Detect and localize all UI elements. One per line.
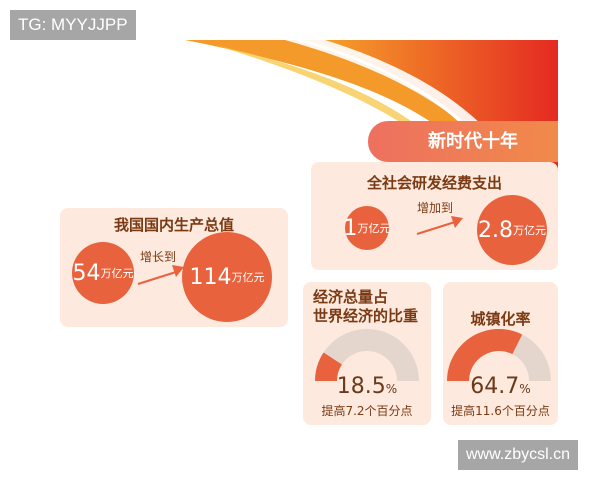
share-gauge-track	[315, 329, 419, 381]
gdp-card: 我国国内生产总值 增长到 54 万亿元 114 万亿元	[60, 208, 288, 327]
gdp-from-unit: 万亿元	[100, 267, 134, 280]
urban-note: 提高11.6个百分点	[451, 404, 550, 418]
share-card: 经济总量占 世界经济的比重 18.5% 提高7.2个百分点	[303, 282, 431, 425]
share-value: 18.5%	[336, 374, 398, 399]
gdp-to-value: 114	[189, 264, 232, 290]
gdp-to-unit: 万亿元	[231, 271, 265, 284]
gdp-to-circle: 114 万亿元	[182, 232, 272, 322]
rd-heading: 全社会研发经费支出	[366, 174, 502, 192]
share-gauge-fill	[315, 352, 342, 381]
gdp-from-value: 54	[72, 260, 101, 286]
watermark-bottom: www.zbycsl.cn	[458, 440, 579, 470]
rd-to-circle: 2.8 万亿元	[477, 195, 547, 265]
urban-value: 64.7%	[470, 374, 531, 399]
arrow-icon	[416, 216, 463, 235]
gdp-verb: 增长到	[140, 250, 177, 264]
urban-gauge-fill	[447, 329, 523, 381]
urban-card: 城镇化率 64.7% 提高11.6个百分点	[443, 282, 558, 425]
title-banner: 新时代十年	[368, 121, 558, 162]
urban-heading: 城镇化率	[470, 310, 531, 328]
rd-to-unit: 万亿元	[513, 224, 546, 237]
rd-to-value: 2.8	[478, 217, 513, 243]
arrow-icon	[137, 265, 184, 285]
share-heading-1: 经济总量占	[313, 288, 389, 306]
rd-from-circle: 1 万亿元	[343, 206, 391, 250]
share-note: 提高7.2个百分点	[321, 404, 413, 418]
share-heading-2: 世界经济的比重	[313, 307, 419, 325]
watermark-top: TG: MYYJJPP	[10, 10, 136, 40]
page-title: 新时代十年	[428, 131, 518, 152]
share-gauge	[315, 329, 419, 381]
urban-gauge	[447, 329, 551, 381]
gdp-from-circle: 54 万亿元	[72, 242, 134, 304]
gdp-heading: 我国国内生产总值	[113, 216, 234, 234]
rd-verb: 增加到	[417, 201, 454, 215]
rd-card: 全社会研发经费支出 增加到 1 万亿元 2.8 万亿元	[311, 162, 558, 270]
rd-from-unit: 万亿元	[357, 222, 391, 235]
rd-from-value: 1	[343, 215, 358, 241]
